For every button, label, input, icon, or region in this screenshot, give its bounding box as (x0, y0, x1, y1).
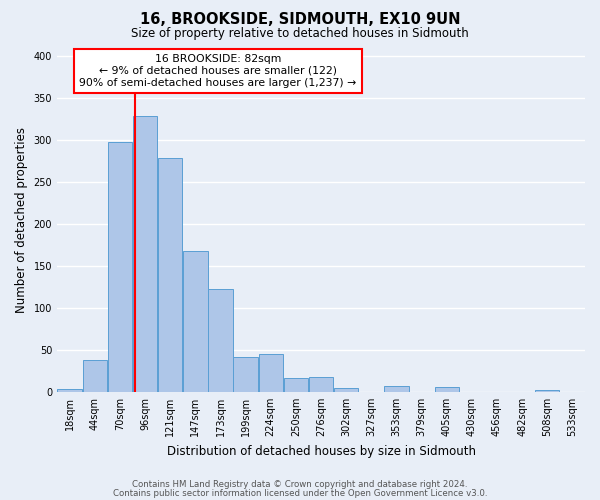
Bar (133, 116, 157, 392)
Bar (233, 356, 258, 392)
X-axis label: Distribution of detached houses by size in Sidmouth: Distribution of detached houses by size … (167, 444, 476, 458)
Text: Size of property relative to detached houses in Sidmouth: Size of property relative to detached ho… (131, 28, 469, 40)
Bar (108, 142, 132, 392)
Bar (535, 390, 559, 392)
Bar (259, 354, 283, 392)
Text: 16, BROOKSIDE, SIDMOUTH, EX10 9UN: 16, BROOKSIDE, SIDMOUTH, EX10 9UN (140, 12, 460, 28)
Bar (284, 378, 308, 392)
Bar (83, 360, 107, 392)
Bar (384, 386, 409, 392)
Text: Contains public sector information licensed under the Open Government Licence v3: Contains public sector information licen… (113, 488, 487, 498)
Text: 16 BROOKSIDE: 82sqm
← 9% of detached houses are smaller (122)
90% of semi-detach: 16 BROOKSIDE: 82sqm ← 9% of detached hou… (79, 54, 356, 88)
Bar (208, 290, 233, 392)
Bar (434, 387, 459, 392)
Text: Contains HM Land Registry data © Crown copyright and database right 2024.: Contains HM Land Registry data © Crown c… (132, 480, 468, 489)
Bar (58, 390, 82, 392)
Bar (309, 377, 333, 392)
Bar (334, 388, 358, 392)
Bar (158, 158, 182, 392)
Y-axis label: Number of detached properties: Number of detached properties (15, 126, 28, 312)
Bar (183, 251, 208, 392)
